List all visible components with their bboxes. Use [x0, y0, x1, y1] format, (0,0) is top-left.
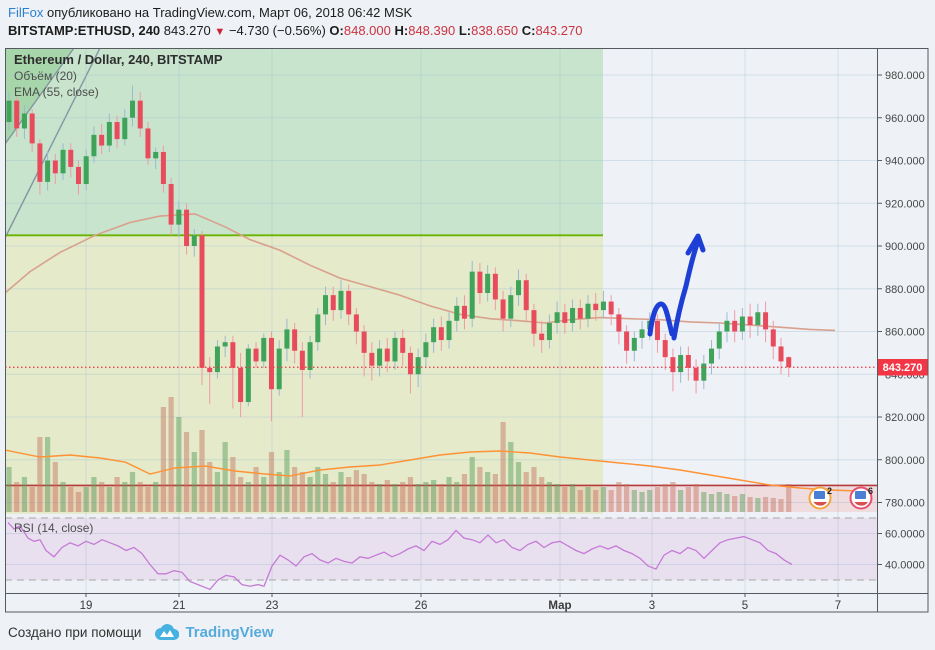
price-label-badge: 843.270: [877, 359, 928, 376]
high-label: H:: [394, 23, 409, 38]
svg-text:7: 7: [835, 600, 841, 612]
svg-text:780.000: 780.000: [885, 498, 925, 510]
filfox-link[interactable]: FilFox: [8, 5, 44, 20]
svg-text:23: 23: [266, 600, 279, 612]
price-badge-value: 843.270: [883, 362, 923, 374]
close-value: 843.270: [535, 23, 583, 38]
idea-markers: 2 6: [808, 486, 874, 510]
svg-text:960.000: 960.000: [885, 113, 925, 125]
price-change: −4.730 (−0.56%): [228, 23, 326, 38]
tradingview-logo-icon[interactable]: [155, 623, 180, 641]
svg-text:21: 21: [173, 600, 186, 612]
svg-text:Мар: Мар: [548, 600, 571, 612]
published-line: FilFox опубликовано на TradingView.com, …: [8, 5, 412, 20]
rsi-band: [5, 517, 877, 581]
high-value: 848.390: [408, 23, 456, 38]
close-label: C:: [521, 23, 536, 38]
outer-border: [5, 48, 929, 613]
idea2-flag-field: [855, 491, 866, 499]
idea2-count-badge: 6: [868, 486, 873, 496]
volume-ma-line: [5, 449, 859, 492]
svg-text:920.000: 920.000: [885, 198, 925, 210]
rsi-pane-label[interactable]: RSI (14, close): [14, 521, 94, 535]
low-value: 838.650: [471, 23, 519, 38]
svg-text:980.000: 980.000: [885, 70, 925, 82]
idea2-flag-stripes: [854, 501, 868, 506]
open-value: 848.000: [343, 23, 391, 38]
svg-text:940.000: 940.000: [885, 156, 925, 168]
drawn-arrow-annotation[interactable]: [647, 233, 706, 341]
published-text: опубликовано на TradingView.com, Март 06…: [47, 5, 413, 20]
shaded-regions: [5, 48, 603, 514]
volume-bars: [6, 397, 792, 512]
svg-text:3: 3: [649, 600, 655, 612]
svg-text:5: 5: [742, 600, 748, 612]
arrow-hump-stroke: [647, 301, 675, 337]
last-price: 843.270: [163, 23, 211, 38]
arrow-head: [685, 233, 706, 256]
price-axis[interactable]: 980.000 960.000 940.000 920.000 900.000 880.0…: [877, 70, 925, 572]
time-axis[interactable]: 19 21 23 26 Мар 3 5 7: [80, 593, 842, 612]
ema55-line: [5, 213, 836, 332]
svg-text:60.0000: 60.0000: [885, 529, 925, 541]
open-label: O:: [329, 23, 344, 38]
svg-text:800.000: 800.000: [885, 455, 925, 467]
created-with-text: Создано при помощи: [8, 624, 142, 640]
tradingview-link[interactable]: TradingView: [185, 623, 274, 641]
footer: Создано при помощи TradingView: [8, 621, 274, 643]
down-triangle-icon: ▼: [214, 26, 226, 38]
idea1-flag-field: [814, 491, 825, 499]
svg-text:880.000: 880.000: [885, 284, 925, 296]
chart-frame: [5, 48, 929, 613]
svg-text:820.000: 820.000: [885, 412, 925, 424]
candles: [6, 85, 792, 422]
rsi-line: [7, 522, 793, 591]
idea1-flag-stripes: [813, 501, 827, 506]
symbol-name: BITSTAMP:ETHUSD, 240: [8, 23, 161, 38]
support-zone[interactable]: [5, 484, 877, 512]
svg-text:26: 26: [415, 600, 428, 612]
svg-text:900.000: 900.000: [885, 241, 925, 253]
low-label: L:: [458, 23, 472, 38]
idea1-count-badge: 2: [827, 486, 832, 496]
symbol-status-line: BITSTAMP:ETHUSD, 240 843.270 ▼ −4.730 (−…: [8, 23, 582, 38]
svg-text:40.0000: 40.0000: [885, 560, 925, 572]
idea-marker-icon-2[interactable]: 6: [849, 486, 874, 510]
arrow-shaft-stroke: [671, 241, 700, 341]
svg-text:860.000: 860.000: [885, 327, 925, 339]
idea-marker-icon-1[interactable]: 2: [808, 486, 833, 510]
svg-text:19: 19: [80, 600, 93, 612]
